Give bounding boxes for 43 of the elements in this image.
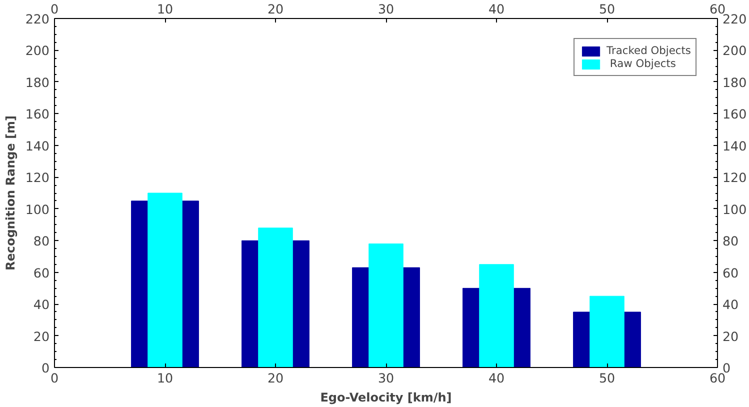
y2-tick-label: 60 (722, 265, 739, 280)
y2-tick-label: 20 (722, 328, 739, 344)
y2-tick-label: 120 (722, 170, 747, 186)
x2-tick-label: 50 (598, 370, 616, 386)
x-axis-title: Ego-Velocity [km/h] (320, 390, 452, 404)
y-tick-label: 160 (25, 106, 50, 122)
y-tick-label: 40 (33, 297, 50, 312)
x-tick-label: 20 (267, 2, 284, 16)
y-tick-label: 220 (25, 12, 50, 26)
legend-label: Raw Objects (608, 57, 676, 70)
y2-tick-label: 40 (722, 297, 739, 312)
x-tick-label: 10 (156, 2, 174, 16)
y2-tick-label: 140 (722, 138, 747, 154)
y-tick-label: 180 (25, 74, 50, 90)
x2-tick-label: 40 (488, 370, 505, 386)
bar (479, 264, 514, 368)
y2-tick-label: 180 (722, 74, 747, 90)
y-tick-label: 120 (25, 170, 50, 186)
y-tick-label: 100 (25, 202, 50, 217)
bar (590, 296, 624, 368)
y2-tick-label: 220 (722, 12, 747, 26)
x-tick-label: 40 (488, 2, 505, 16)
x-tick-label: 30 (378, 2, 394, 16)
y-tick-label: 20 (33, 328, 50, 344)
y2-tick-label: 200 (722, 43, 747, 58)
y2-tick-label: 160 (722, 106, 747, 122)
x-tick-label: 50 (598, 2, 616, 16)
y-tick-label: 140 (25, 138, 50, 154)
y-axis-title: Recognition Range [m] (3, 115, 18, 271)
y-tick-label: 200 (25, 43, 50, 58)
bar (258, 228, 293, 368)
legend-label: Tracked Objects (606, 44, 691, 57)
y-tick-label: 0 (41, 360, 50, 376)
bar (148, 192, 182, 368)
x2-tick-label: 10 (156, 370, 174, 386)
x2-tick-label: 30 (378, 370, 394, 386)
y2-tick-label: 80 (722, 234, 739, 249)
bar (368, 244, 404, 368)
y-tick-label: 80 (33, 234, 50, 249)
x2-tick-label: 20 (267, 370, 284, 386)
y-tick-label: 60 (33, 265, 50, 280)
x2-tick-label: 60 (709, 370, 726, 386)
y2-tick-label: 100 (722, 202, 747, 217)
